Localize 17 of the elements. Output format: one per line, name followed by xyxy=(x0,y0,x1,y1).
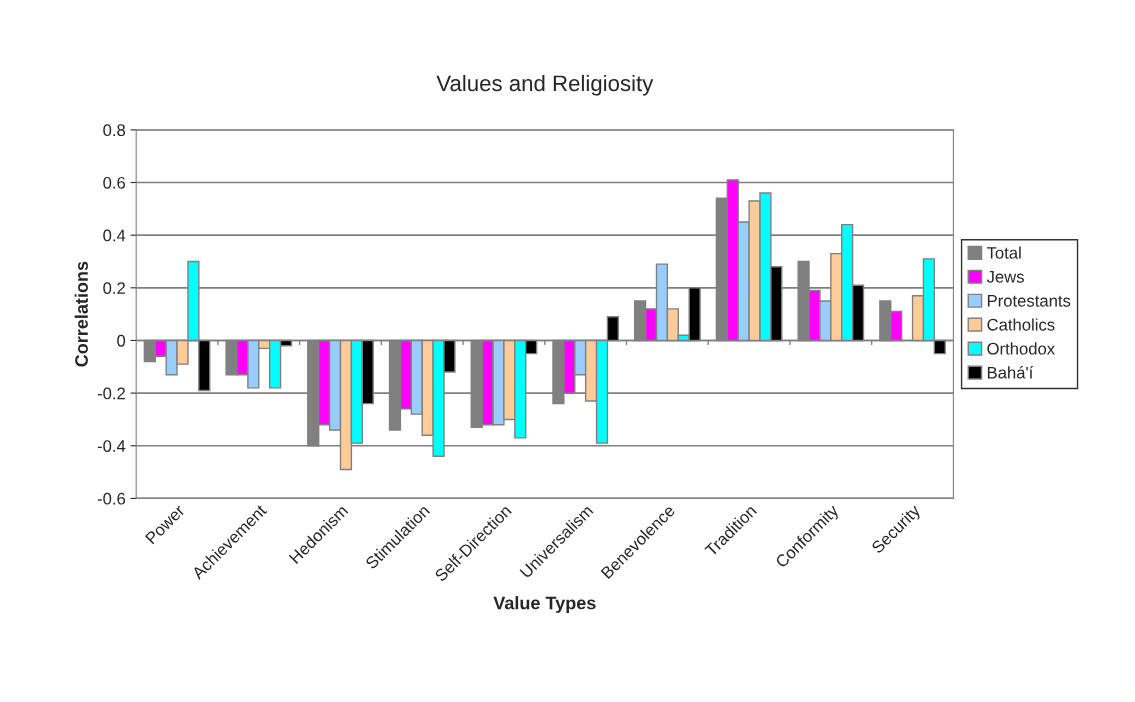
legend-label: Jews xyxy=(986,271,1024,283)
y-tick-label: -0.6 xyxy=(97,492,126,505)
legend-label: Total xyxy=(986,246,1021,259)
legend-label: Bahá'í xyxy=(987,366,1034,379)
y-tick-label: 0.6 xyxy=(103,176,126,189)
legend-label: Catholics xyxy=(987,318,1055,331)
y-axis-title: Correlations xyxy=(74,261,88,367)
y-tick-label: 0 xyxy=(117,334,126,347)
y-tick-label: 0.8 xyxy=(103,124,126,137)
y-tick-label: 0.2 xyxy=(103,282,125,295)
legend-label: Orthodox xyxy=(987,342,1055,355)
y-tick-label: 0.4 xyxy=(103,229,126,242)
x-axis-title: Value Types xyxy=(493,596,596,613)
y-tick-label: -0.2 xyxy=(97,387,125,400)
legend-label: Protestants xyxy=(987,295,1071,307)
chart-title: Values and Religiosity xyxy=(436,74,654,96)
y-tick-label: -0.4 xyxy=(97,440,126,452)
